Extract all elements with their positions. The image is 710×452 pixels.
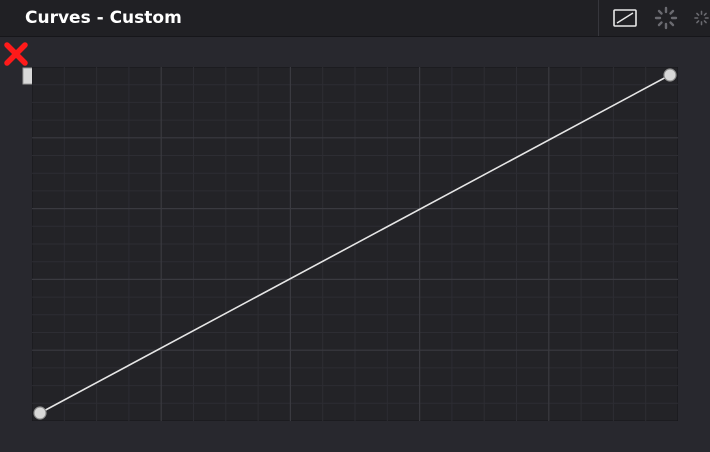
reset-curve-button[interactable]: [2, 40, 30, 68]
curve-editor[interactable]: [32, 67, 678, 421]
spinner-button-1[interactable]: [653, 6, 679, 30]
spinner-icon: [694, 10, 709, 26]
curve-preset-button[interactable]: [612, 6, 638, 30]
spinner-icon: [654, 6, 678, 30]
panel-title: Curves - Custom: [25, 8, 182, 28]
header-separator: [598, 0, 599, 36]
panel-header: Curves - Custom: [0, 0, 710, 37]
curve-plot[interactable]: [32, 67, 678, 421]
control-point-2[interactable]: [663, 68, 677, 82]
control-point-1[interactable]: [33, 406, 47, 420]
spinner-button-2[interactable]: [693, 6, 710, 30]
red-x-icon: [4, 42, 28, 66]
curve-line: [39, 74, 671, 414]
linear-curve-icon: [613, 9, 637, 27]
